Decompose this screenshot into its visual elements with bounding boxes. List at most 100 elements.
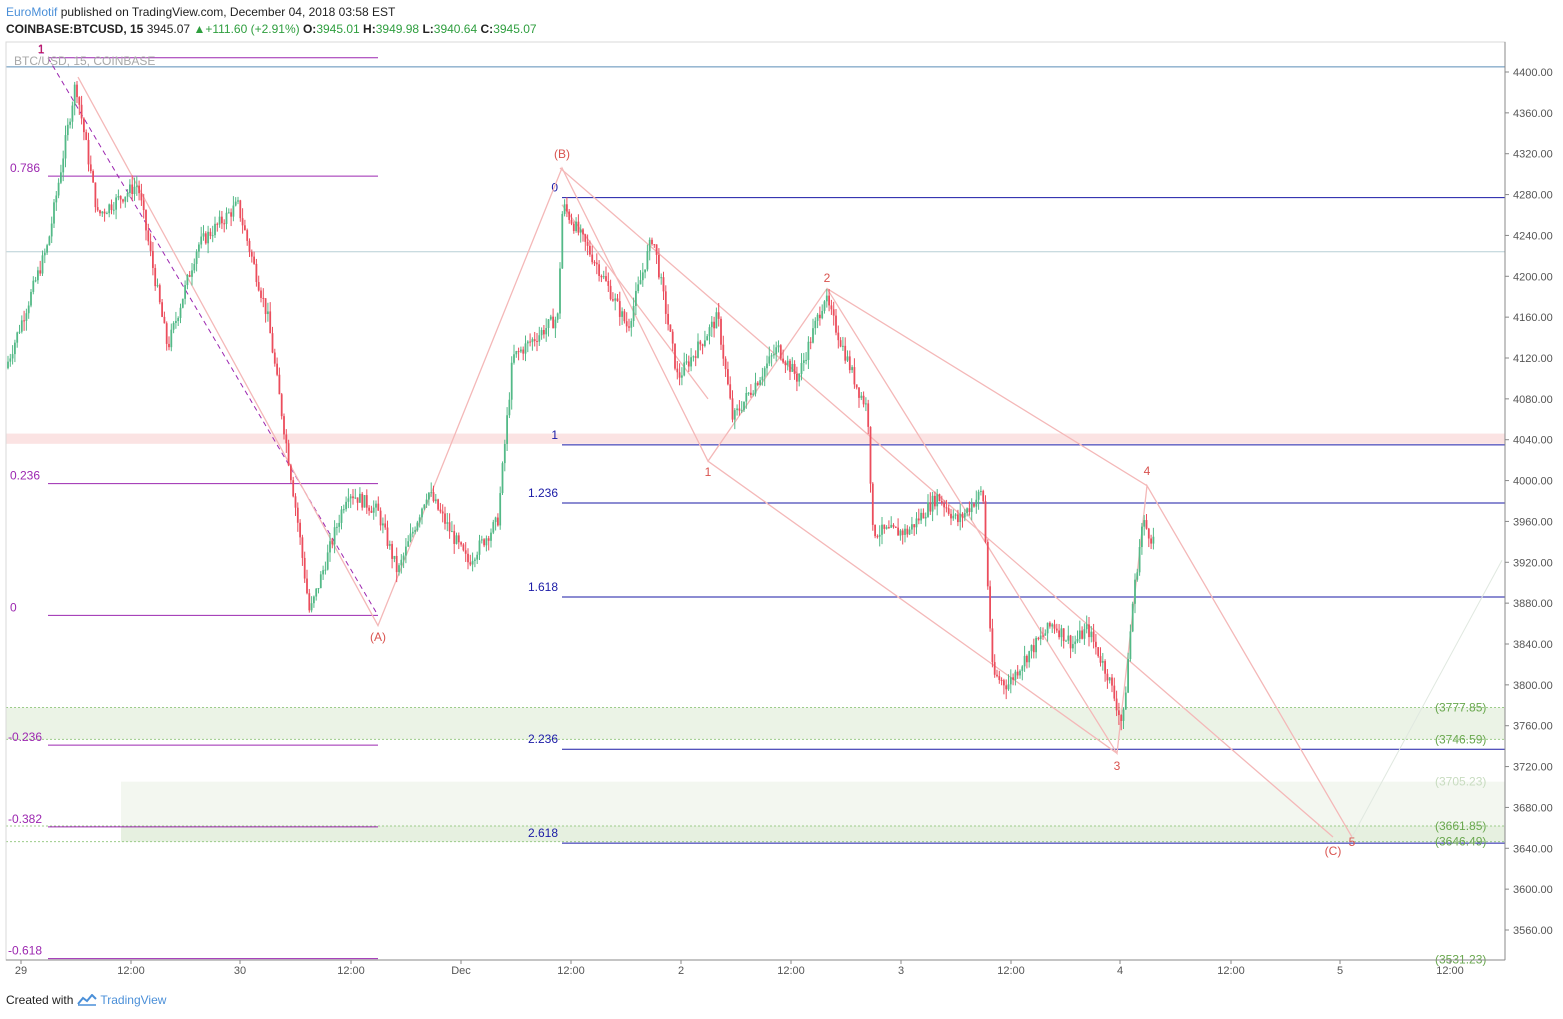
candle-body: [145, 210, 147, 231]
candle-body: [667, 313, 669, 325]
candle-body: [239, 200, 242, 219]
candle-body: [885, 527, 888, 529]
candle-body: [520, 349, 522, 352]
candle-body: [398, 565, 400, 573]
candle-body: [545, 328, 548, 335]
candle-body: [204, 233, 207, 244]
candle-body: [1118, 710, 1120, 716]
candle-body: [1147, 528, 1150, 539]
candle-body: [361, 493, 364, 508]
candle-body: [616, 298, 619, 302]
ticker-line: COINBASE:BTCUSD, 15 3945.07 ▲+111.60 (+2…: [6, 22, 537, 36]
candle-body: [819, 314, 821, 319]
fib-level-right: 2.236: [528, 732, 558, 746]
candle-body: [1085, 624, 1088, 630]
candle-body: [451, 531, 453, 533]
candle-body: [966, 508, 968, 513]
candle-body: [973, 503, 975, 507]
x-tick-label: 30: [234, 965, 246, 977]
candle-body: [513, 354, 515, 363]
candle-body: [96, 207, 99, 211]
candle-body: [717, 312, 720, 319]
candle-body: [62, 158, 65, 173]
candle-body: [782, 358, 784, 363]
candle-body: [313, 596, 315, 604]
candle-body: [464, 550, 467, 554]
open-label: O:: [302, 22, 317, 36]
candle-body: [901, 530, 904, 535]
candle-body: [439, 509, 442, 512]
candle-body: [618, 301, 621, 317]
candle-body: [78, 97, 81, 105]
candle-body: [517, 351, 520, 353]
candle-body: [1030, 645, 1033, 652]
candle-body: [30, 291, 32, 306]
x-tick-label: 3: [898, 965, 904, 977]
candle-body: [1028, 651, 1031, 663]
candle-body: [773, 354, 775, 356]
candle-body: [161, 302, 163, 317]
candle-body: [18, 331, 21, 333]
y-tick-label: 4080.00: [1513, 394, 1553, 406]
tradingview-logo-icon: [77, 994, 98, 1006]
candle-body: [584, 234, 587, 242]
candle-body: [835, 315, 837, 333]
fib-level-left: -0.618: [8, 944, 42, 958]
candle-body: [402, 555, 405, 560]
wave-label: (C): [1325, 844, 1342, 858]
wave-label: 5: [1349, 835, 1356, 849]
candle-body: [975, 499, 978, 507]
candle-body: [283, 416, 285, 435]
y-tick-label: 4200.00: [1513, 271, 1553, 283]
candle-body: [80, 104, 83, 119]
candle-body: [538, 335, 541, 342]
candle-body: [607, 280, 610, 286]
x-tick-label: Dec: [451, 965, 471, 977]
published-text: published on TradingView.com, December 0…: [60, 5, 396, 19]
author-link[interactable]: EuroMotif: [6, 5, 58, 19]
wave-channel-line: [707, 460, 1118, 754]
candle-body: [1037, 637, 1040, 640]
candle-body: [736, 408, 738, 411]
candle-body: [625, 321, 628, 327]
candle-body: [492, 522, 495, 533]
candle-body: [1012, 677, 1014, 680]
candle-body: [499, 493, 502, 526]
y-tick-label: 4280.00: [1513, 190, 1553, 202]
candle-body: [798, 374, 801, 382]
candle-body: [1078, 630, 1081, 639]
y-tick-label: 4160.00: [1513, 312, 1553, 324]
fib-level-left: 0: [10, 600, 17, 614]
candle-body: [612, 299, 614, 301]
projection-line: [1351, 560, 1503, 838]
wave-label: 4: [1144, 464, 1151, 478]
candle-body: [195, 251, 198, 264]
candle-body: [904, 528, 906, 535]
candle-body: [664, 291, 667, 314]
candle-body: [101, 211, 104, 214]
candle-body: [982, 490, 985, 502]
candle-body: [526, 341, 529, 344]
candle-body: [1134, 579, 1136, 604]
candle-body: [993, 662, 996, 675]
candle-body: [908, 529, 911, 535]
candle-body: [377, 503, 380, 511]
candle-body: [478, 540, 481, 555]
candle-body: [883, 524, 886, 529]
candle-body: [391, 544, 393, 559]
tradingview-link[interactable]: TradingView: [77, 993, 166, 1007]
candle-body: [986, 541, 989, 587]
candle-body: [931, 495, 934, 512]
publish-header: EuroMotif published on TradingView.com, …: [6, 4, 395, 21]
candle-body: [395, 555, 398, 573]
candle-body: [927, 502, 929, 517]
candle-body: [890, 524, 893, 528]
candle-body: [453, 531, 456, 544]
candle-body: [1076, 638, 1079, 642]
candle-body: [848, 356, 851, 371]
candle-body: [1124, 692, 1127, 710]
candle-body: [710, 321, 713, 328]
candle-body: [547, 319, 550, 329]
y-tick-label: 3720.00: [1513, 762, 1553, 774]
